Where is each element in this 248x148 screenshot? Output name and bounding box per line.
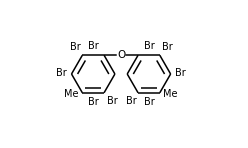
Text: Br: Br (56, 68, 67, 78)
Text: Me: Me (64, 89, 79, 99)
Text: Br: Br (88, 41, 99, 51)
Text: O: O (117, 50, 125, 60)
Text: Br: Br (175, 68, 186, 78)
Text: Br: Br (125, 96, 136, 106)
Text: Br: Br (107, 96, 118, 106)
Text: Br: Br (161, 42, 172, 52)
Text: Me: Me (163, 89, 178, 99)
Text: Br: Br (144, 41, 154, 51)
Text: Br: Br (144, 97, 154, 107)
Text: Br: Br (70, 42, 81, 52)
Text: Br: Br (88, 97, 99, 107)
